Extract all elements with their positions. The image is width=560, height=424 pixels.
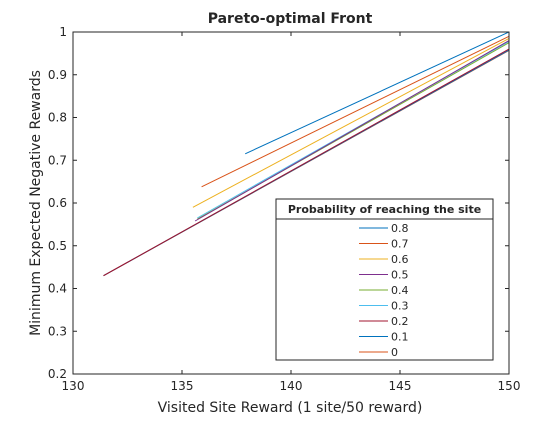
x-tick-label: 135 xyxy=(171,379,194,393)
series-line-0-5 xyxy=(194,40,510,222)
legend-item-0-7[interactable]: 0.7 xyxy=(359,238,409,251)
legend-title: Probability of reaching the site xyxy=(288,203,481,216)
legend-item-0-8[interactable]: 0.8 xyxy=(359,222,409,235)
legend-item-0-6[interactable]: 0.6 xyxy=(359,253,409,266)
legend-item-0[interactable]: 0 xyxy=(359,346,398,359)
x-tick-label: 150 xyxy=(498,379,521,393)
x-tick-label: 140 xyxy=(280,379,303,393)
x-tick-label: 130 xyxy=(62,379,85,393)
series-line-0-6 xyxy=(192,37,510,208)
y-tick-label: 0.2 xyxy=(48,367,67,381)
axes-layer: 130 135 140 145 150 0.2 0.3 0.4 0.5 0.6 0.7 0.8 0.9 1 xyxy=(48,25,521,393)
y-tick-label: 0.5 xyxy=(48,239,67,253)
series-layer xyxy=(103,31,510,277)
y-tick-label: 0.6 xyxy=(48,196,67,210)
y-tick-label: 0.7 xyxy=(48,153,67,167)
series-line-0-8 xyxy=(244,31,510,155)
series-line-0-2 xyxy=(103,48,510,277)
legend-label: 0.8 xyxy=(391,222,409,235)
legend-box xyxy=(275,198,494,361)
legend-items: 0.8 0.7 0.6 0.5 0.4 0.3 0.2 0.1 0 xyxy=(359,222,409,359)
legend-label: 0.7 xyxy=(391,238,409,251)
legend-item-0-4[interactable]: 0.4 xyxy=(359,284,409,297)
y-tick-label: 0.9 xyxy=(48,68,67,82)
x-axis-label: Visited Site Reward (1 site/50 reward) xyxy=(158,400,423,416)
y-tick-label: 0.4 xyxy=(48,282,67,296)
series-line-0-7 xyxy=(201,35,510,188)
y-tick-label: 0.8 xyxy=(48,111,67,125)
y-tick-label: 0.3 xyxy=(48,324,67,338)
legend-item-0-3[interactable]: 0.3 xyxy=(359,300,409,313)
legend-item-0-5[interactable]: 0.5 xyxy=(359,269,409,282)
legend-item-0-1[interactable]: 0.1 xyxy=(359,331,409,344)
legend-label: 0.2 xyxy=(391,315,409,328)
legend[interactable]: Probability of reaching the site 0.80.70… xyxy=(275,198,494,361)
legend-label: 0.4 xyxy=(391,284,409,297)
y-axis-label: Minimum Expected Negative Rewards xyxy=(28,70,44,336)
legend-label: 0.6 xyxy=(391,253,409,266)
legend-label: 0.5 xyxy=(391,269,409,282)
legend-label: 0 xyxy=(391,346,398,359)
y-tick-label: 1 xyxy=(59,25,67,39)
legend-item-0-2[interactable]: 0.2 xyxy=(359,315,409,328)
legend-label: 0.1 xyxy=(391,331,409,344)
chart-title: Pareto-optimal Front xyxy=(208,11,373,27)
x-tick-label: 145 xyxy=(389,379,412,393)
legend-label: 0.3 xyxy=(391,300,409,313)
